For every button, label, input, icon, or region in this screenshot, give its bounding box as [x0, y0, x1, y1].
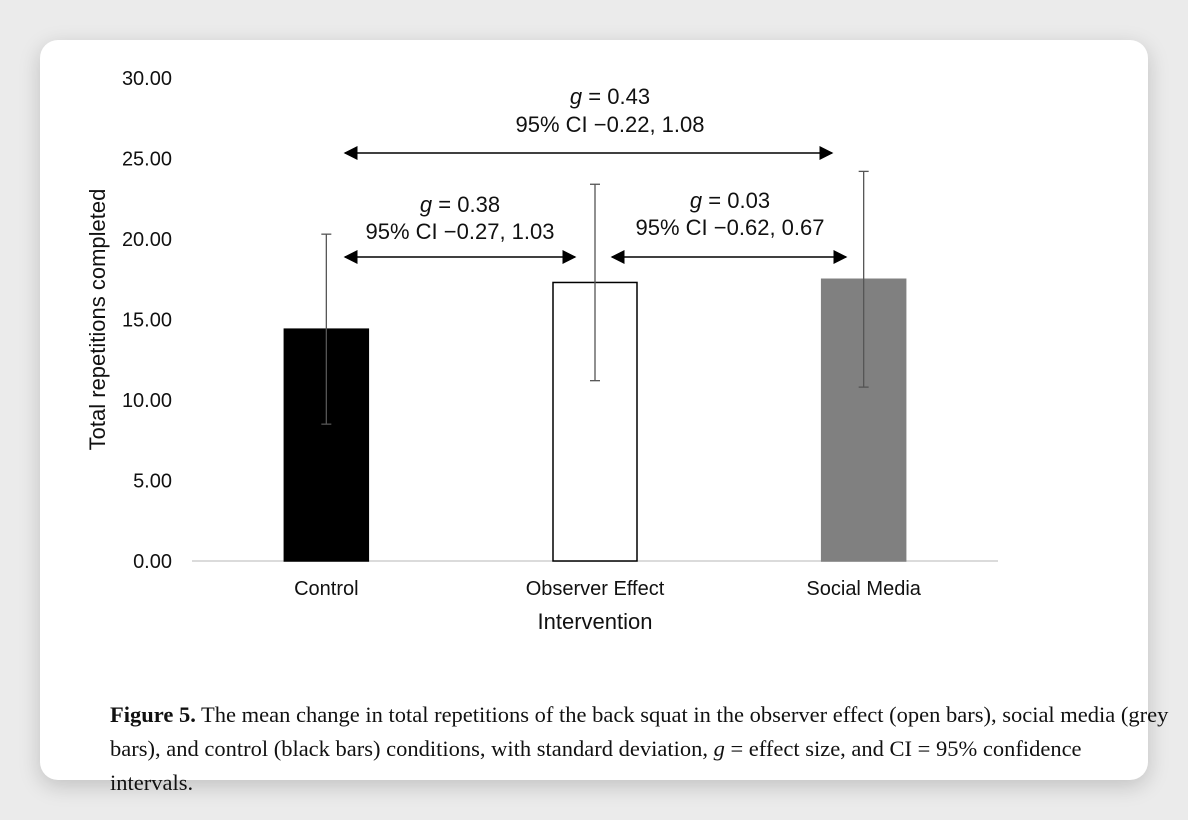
figure-card: 0.00 5.00 10.00 15.00 20.00 25.00 30.00 Total r…: [40, 40, 1168, 795]
caption-text: The mean change in total repetitions of …: [110, 702, 1169, 761]
ci-label-2: 95% CI −0.62, 0.67: [636, 215, 825, 240]
x-tick-label: Control: [294, 578, 358, 600]
y-tick-label: 20.00: [122, 229, 172, 251]
figure-caption: Figure 5. The mean change in total repet…: [110, 698, 1170, 800]
x-tick-label: Social Media: [806, 578, 921, 600]
y-axis-title: Total repetitions completed: [85, 189, 110, 451]
caption-g-symbol: g: [713, 736, 725, 761]
effect-size-label-2: g = 0.03: [690, 188, 770, 213]
caption-text-end: = effect size, and CI = 95% confidence i…: [110, 736, 1082, 795]
y-tick-label: 0.00: [133, 551, 172, 573]
effect-size-label-0: g = 0.43: [570, 84, 650, 109]
effect-size-label-1: g = 0.38: [420, 192, 500, 217]
bar-chart: 0.00 5.00 10.00 15.00 20.00 25.00 30.00 Total r…: [85, 68, 998, 634]
y-tick-label: 10.00: [122, 390, 172, 412]
x-tick-label: Observer Effect: [526, 578, 665, 600]
ci-label-0: 95% CI −0.22, 1.08: [516, 112, 705, 137]
y-tick-label: 5.00: [133, 471, 172, 493]
y-tick-label: 30.00: [122, 68, 172, 90]
y-tick-label: 15.00: [122, 310, 172, 332]
caption-label: Figure 5.: [110, 702, 196, 727]
ci-label-1: 95% CI −0.27, 1.03: [366, 219, 555, 244]
y-tick-label: 25.00: [122, 149, 172, 171]
x-axis-title: Intervention: [538, 609, 653, 634]
